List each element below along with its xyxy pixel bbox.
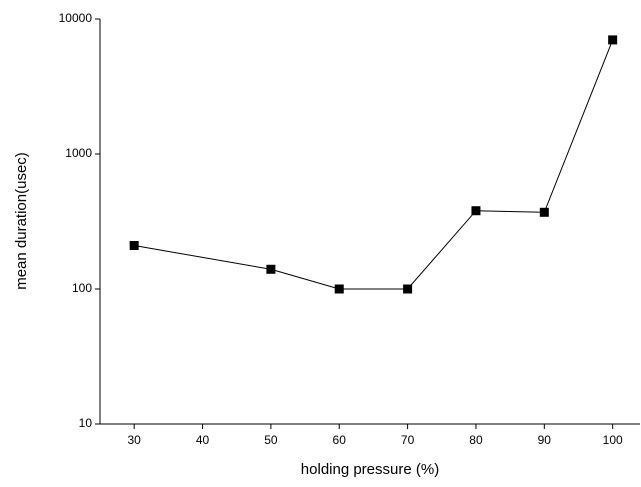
y-tick-label: 1000 <box>65 146 92 160</box>
x-tick-label: 100 <box>603 433 623 447</box>
x-tick-label: 60 <box>333 433 347 447</box>
x-tick-label: 90 <box>538 433 552 447</box>
marker <box>403 284 413 294</box>
marker <box>539 207 549 217</box>
y-tick-label: 10 <box>79 416 93 430</box>
marker <box>608 35 618 45</box>
marker <box>129 241 139 251</box>
x-tick-label: 30 <box>127 433 141 447</box>
x-tick-label: 50 <box>264 433 278 447</box>
y-axis-title: mean duration(usec) <box>13 152 30 290</box>
y-tick-label: 100 <box>72 281 92 295</box>
marker <box>266 264 276 274</box>
x-tick-label: 70 <box>401 433 415 447</box>
y-tick-label: 10000 <box>59 11 93 25</box>
x-axis-title: holding pressure (%) <box>301 461 439 478</box>
marker <box>471 206 481 216</box>
x-tick-label: 40 <box>196 433 210 447</box>
series-line <box>134 39 614 290</box>
x-tick-label: 80 <box>469 433 483 447</box>
marker <box>334 284 344 294</box>
